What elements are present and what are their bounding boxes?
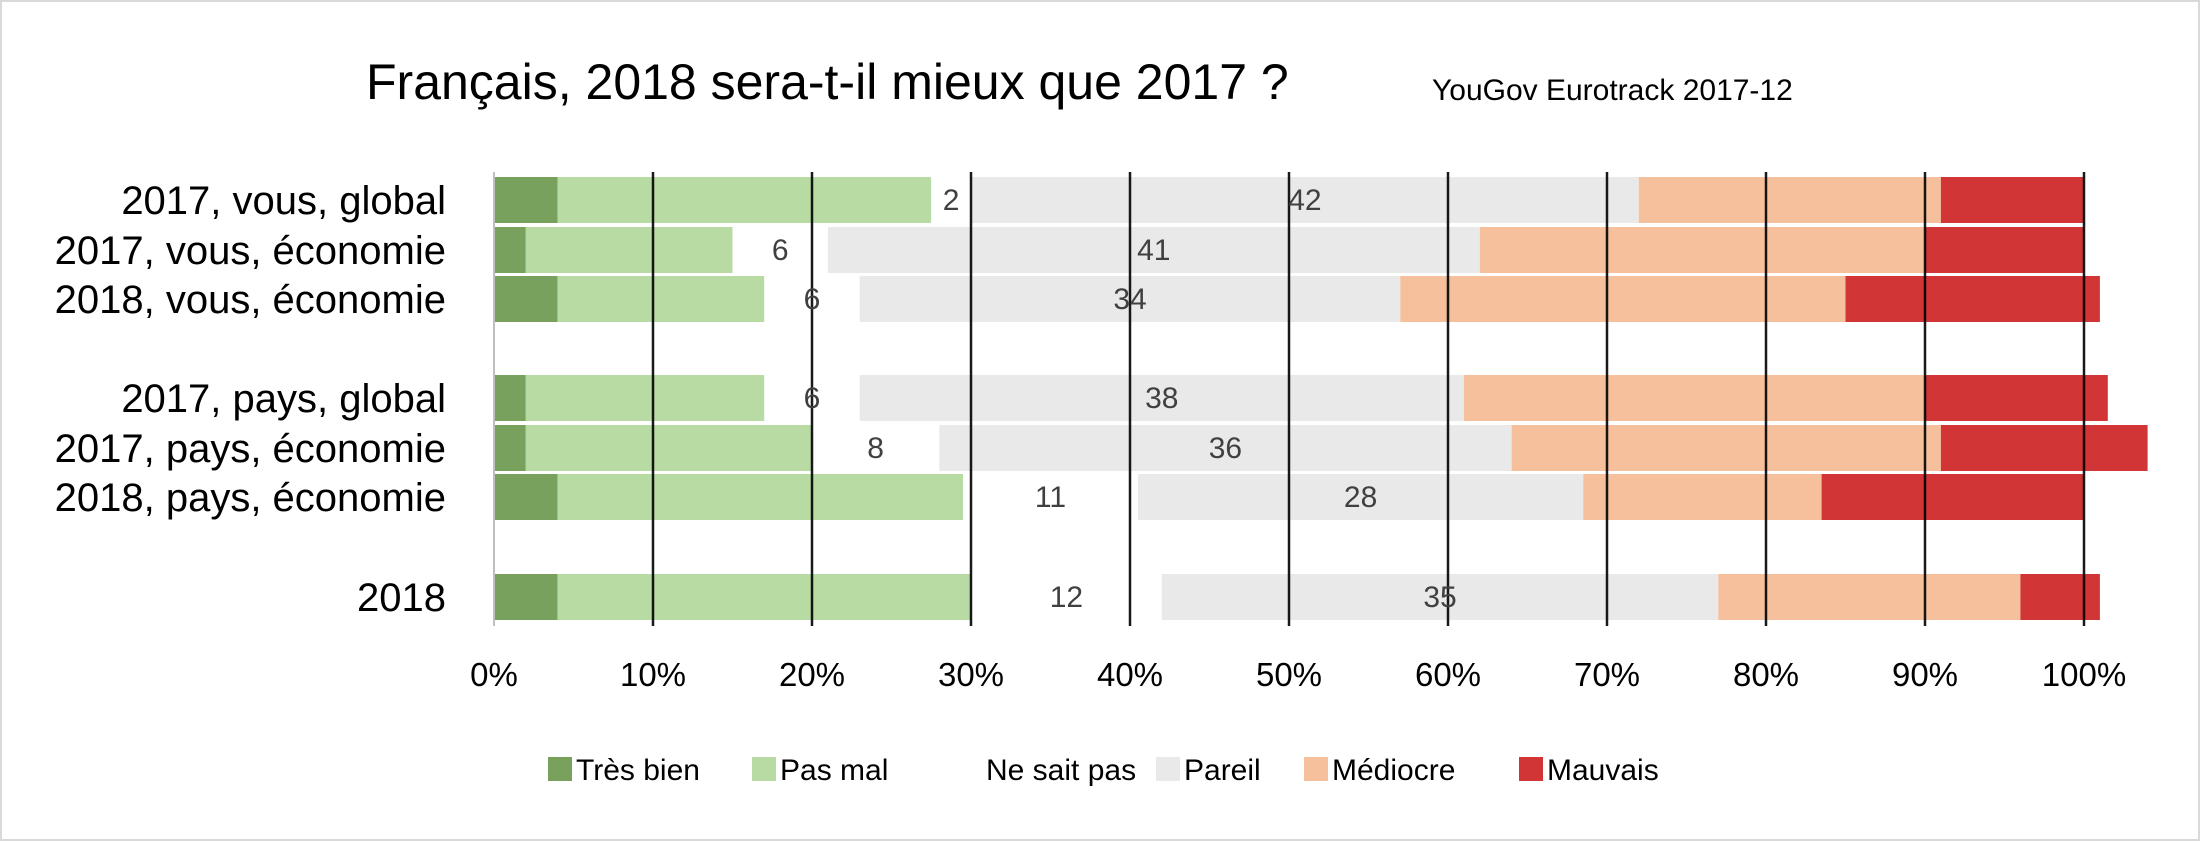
legend-swatch-pareil bbox=[1156, 757, 1180, 781]
data-label-ne-sait-pas-6: 11 bbox=[1035, 481, 1066, 514]
bar-mediocre-7 bbox=[1718, 574, 2021, 620]
bar-mauvais-5 bbox=[1940, 425, 2148, 471]
bar-ne-sait-pas-5 bbox=[812, 425, 940, 471]
legend-label-pareil: Pareil bbox=[1184, 754, 1261, 787]
bar-pas-mal-4 bbox=[525, 375, 765, 421]
legend-label-tres-bien: Très bien bbox=[576, 754, 700, 787]
legend-label-mauvais: Mauvais bbox=[1547, 754, 1659, 787]
x-tick-label-70: 70% bbox=[1574, 656, 1640, 693]
bar-pareil-2 bbox=[827, 227, 1480, 273]
x-tick-label-80: 80% bbox=[1733, 656, 1799, 693]
bar-mediocre-5 bbox=[1511, 425, 1941, 471]
legend-item-mediocre: Médiocre bbox=[1304, 754, 1455, 787]
bar-tres-bien-2 bbox=[494, 227, 526, 273]
legend-item-pareil: Pareil bbox=[1156, 754, 1261, 787]
x-tick-label-0: 0% bbox=[470, 656, 518, 693]
legend-label-pas-mal: Pas mal bbox=[780, 754, 888, 787]
x-axis-tick-labels: 0% 10% 20% 30% 40% 50% 60% 70% 80% 90% 100% bbox=[470, 656, 2126, 693]
bar-tres-bien-7 bbox=[494, 574, 558, 620]
data-label-pareil-2: 41 bbox=[1137, 234, 1170, 267]
bar-pas-mal-7 bbox=[557, 574, 971, 620]
data-label-pareil-7: 35 bbox=[1423, 581, 1456, 614]
bar-mauvais-1 bbox=[1940, 177, 2084, 223]
category-label-3: 2018, vous, économie bbox=[55, 278, 446, 322]
bar-mediocre-6 bbox=[1583, 474, 1822, 520]
bar-mediocre-1 bbox=[1638, 177, 1941, 223]
x-tick-label-50: 50% bbox=[1256, 656, 1322, 693]
category-label-1: 2017, vous, global bbox=[121, 179, 446, 223]
bar-mauvais-6 bbox=[1821, 474, 2084, 520]
bar-pareil-7 bbox=[1161, 574, 1719, 620]
data-label-pareil-1: 42 bbox=[1288, 184, 1321, 217]
data-label-ne-sait-pas-2: 6 bbox=[772, 234, 789, 267]
legend-item-mauvais: Mauvais bbox=[1519, 754, 1659, 787]
legend-swatch-tres-bien bbox=[548, 757, 572, 781]
legend-item-pas-mal: Pas mal bbox=[752, 754, 888, 787]
category-labels: 2017, vous, global 2017, vous, économie 20… bbox=[55, 179, 446, 620]
data-label-ne-sait-pas-7: 12 bbox=[1050, 581, 1083, 614]
x-tick-label-100: 100% bbox=[2042, 656, 2126, 693]
category-label-7: 2018 bbox=[357, 576, 446, 620]
chart-title-main: Français, 2018 sera-t-il mieux que 2017 … bbox=[366, 54, 1289, 110]
bar-mediocre-3 bbox=[1400, 276, 1846, 322]
x-tick-label-60: 60% bbox=[1415, 656, 1481, 693]
data-label-pareil-3: 34 bbox=[1113, 283, 1146, 316]
data-label-pareil-4: 38 bbox=[1145, 382, 1178, 415]
legend-swatch-ne-sait-pas bbox=[958, 757, 982, 781]
bar-tres-bien-3 bbox=[494, 276, 558, 322]
legend-label-ne-sait-pas: Ne sait pas bbox=[986, 754, 1136, 787]
legend-label-mediocre: Médiocre bbox=[1332, 754, 1455, 787]
x-tick-label-40: 40% bbox=[1097, 656, 1163, 693]
legend-item-ne-sait-pas: Ne sait pas bbox=[958, 754, 1136, 787]
bar-tres-bien-6 bbox=[494, 474, 558, 520]
x-tick-label-30: 30% bbox=[938, 656, 1004, 693]
data-label-ne-sait-pas-1: 2 bbox=[943, 184, 960, 217]
data-label-ne-sait-pas-5: 8 bbox=[867, 432, 884, 465]
bar-pareil-6 bbox=[1138, 474, 1584, 520]
data-label-ne-sait-pas-3: 6 bbox=[804, 283, 821, 316]
category-label-2: 2017, vous, économie bbox=[55, 229, 446, 273]
x-tick-label-10: 10% bbox=[620, 656, 686, 693]
legend-item-tres-bien: Très bien bbox=[548, 754, 700, 787]
legend-swatch-mauvais bbox=[1519, 757, 1543, 781]
chart-title: Français, 2018 sera-t-il mieux que 2017 … bbox=[366, 54, 1793, 110]
bar-pas-mal-3 bbox=[557, 276, 765, 322]
category-label-4: 2017, pays, global bbox=[121, 377, 446, 421]
legend-swatch-mediocre bbox=[1304, 757, 1328, 781]
data-label-pareil-6: 28 bbox=[1344, 481, 1377, 514]
bar-ne-sait-pas-1 bbox=[931, 177, 972, 223]
bar-mauvais-4 bbox=[1925, 375, 2108, 421]
bar-pareil-4 bbox=[859, 375, 1464, 421]
bar-mediocre-2 bbox=[1479, 227, 1925, 273]
chart-subtitle: YouGov Eurotrack 2017-12 bbox=[1432, 74, 1793, 107]
bar-pareil-1 bbox=[971, 177, 1639, 223]
category-label-6: 2018, pays, économie bbox=[55, 476, 446, 520]
bars-layer bbox=[494, 177, 2148, 620]
bar-pas-mal-1 bbox=[557, 177, 932, 223]
bar-tres-bien-1 bbox=[494, 177, 558, 223]
category-label-5: 2017, pays, économie bbox=[55, 427, 446, 471]
bar-pas-mal-6 bbox=[557, 474, 963, 520]
legend: Très bien Pas mal Ne sait pas Pareil Médiocr… bbox=[548, 754, 1659, 787]
data-labels: 2 42 6 41 6 34 6 38 8 36 11 28 12 35 bbox=[772, 184, 1457, 614]
bar-ne-sait-pas-6 bbox=[963, 474, 1138, 520]
legend-swatch-pas-mal bbox=[752, 757, 776, 781]
bar-pas-mal-2 bbox=[525, 227, 733, 273]
bar-mauvais-2 bbox=[1925, 227, 2084, 273]
bar-tres-bien-5 bbox=[494, 425, 526, 471]
bar-mauvais-3 bbox=[1845, 276, 2100, 322]
bar-mauvais-7 bbox=[2020, 574, 2100, 620]
gridlines bbox=[493, 172, 2086, 626]
bar-pas-mal-5 bbox=[525, 425, 812, 471]
x-tick-label-20: 20% bbox=[779, 656, 845, 693]
data-label-ne-sait-pas-4: 6 bbox=[804, 382, 821, 415]
bar-mediocre-4 bbox=[1463, 375, 1925, 421]
bar-tres-bien-4 bbox=[494, 375, 526, 421]
bar-pareil-5 bbox=[939, 425, 1512, 471]
data-label-pareil-5: 36 bbox=[1209, 432, 1242, 465]
x-tick-label-90: 90% bbox=[1892, 656, 1958, 693]
